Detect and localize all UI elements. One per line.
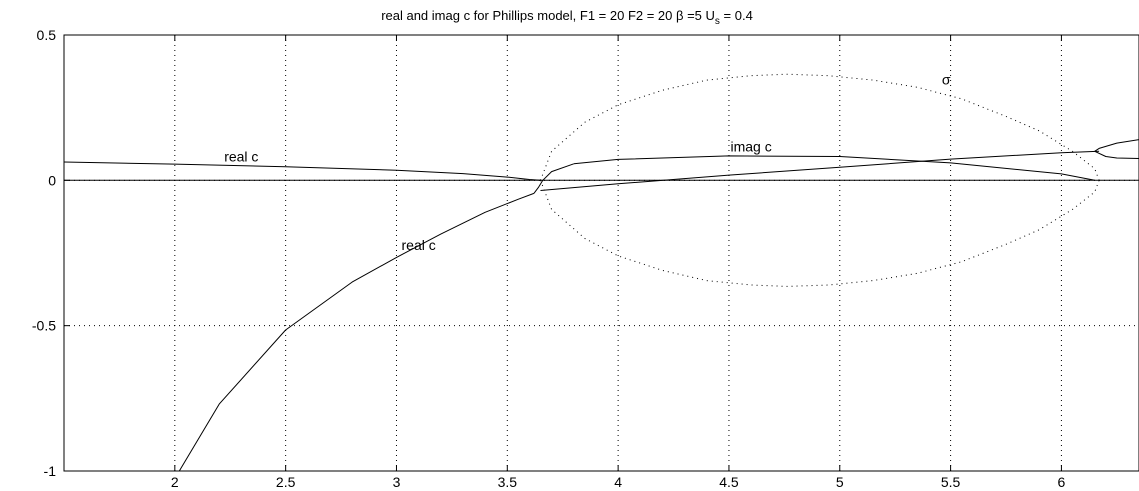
x-tick-label: 5.5 — [941, 474, 961, 490]
series-line-5 — [573, 155, 1095, 181]
grid — [64, 35, 1139, 471]
x-tick-label: 3.5 — [498, 474, 518, 490]
series-line-4 — [540, 150, 1100, 191]
x-tick-label: 5 — [836, 474, 844, 490]
annotations: real c real c imag c σ — [224, 71, 951, 253]
annotation-label: imag c — [730, 138, 771, 154]
x-tick-label: 2.5 — [276, 474, 296, 490]
x-axis: 2 2.5 3 3.5 4 4.5 5 5.5 6 — [171, 35, 1066, 490]
series-layer — [63, 73, 1139, 472]
chart-title-tail: = 0.4 — [720, 8, 753, 23]
annotation-label: σ — [942, 71, 951, 87]
series-line-10 — [540, 180, 1100, 287]
x-tick-label: 2 — [171, 474, 179, 490]
y-tick-label: -1 — [44, 463, 57, 479]
y-tick-label: 0 — [48, 172, 56, 188]
series-line-1 — [63, 161, 541, 181]
plot-frame — [63, 34, 1139, 472]
y-axis: -1 -0.5 0 0.5 — [32, 27, 70, 479]
series-line-6 — [1094, 139, 1139, 152]
series-line-7 — [1094, 150, 1139, 159]
series-line-9 — [540, 73, 1100, 181]
y-tick-label: 0.5 — [37, 27, 57, 43]
y-tick-label: -0.5 — [32, 318, 56, 334]
x-tick-label: 3 — [393, 474, 401, 490]
x-tick-label: 4 — [614, 474, 622, 490]
chart-title: real and imag c for Phillips model, F1 =… — [381, 8, 753, 27]
chart-title-subscript: s — [715, 16, 720, 27]
series-line-2 — [178, 192, 535, 472]
annotation-label: real c — [224, 148, 258, 164]
x-tick-label: 4.5 — [719, 474, 739, 490]
annotation-label: real c — [402, 237, 436, 253]
x-tick-label: 6 — [1058, 474, 1066, 490]
